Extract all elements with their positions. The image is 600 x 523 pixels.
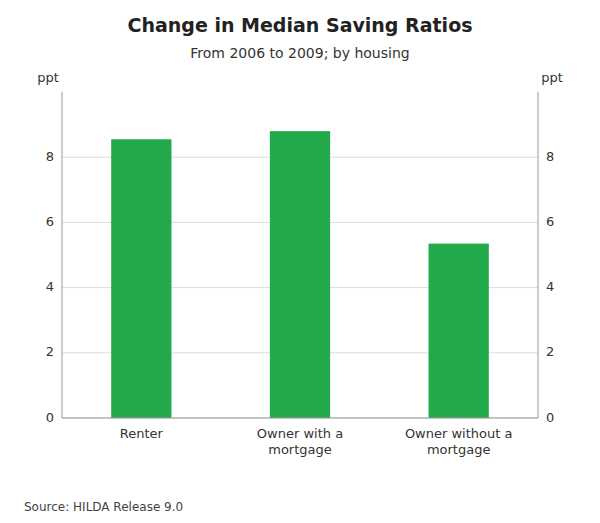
y2-tick-label: 4: [546, 279, 554, 294]
x-tick-label-line: Owner with a: [257, 426, 343, 441]
y-axis-label: ppt: [37, 70, 59, 85]
source: Source: HILDA Release 9.0: [24, 500, 183, 514]
y2-tick-label: 6: [546, 214, 554, 229]
bar: [270, 131, 330, 418]
x-tick-label: Owner without amortgage: [405, 426, 513, 457]
y2-axis-label: ppt: [541, 70, 563, 85]
grid-line: [62, 418, 538, 419]
chart-container: 0246802468RenterOwner with amortgageOwne…: [0, 0, 600, 523]
x-axis-line: [62, 418, 538, 419]
y-tick-label: 2: [46, 344, 54, 359]
x-tick-label-line: mortgage: [268, 442, 332, 457]
y2-axis-line: [538, 92, 539, 418]
bars: [111, 131, 489, 418]
x-tick-label: Owner with amortgage: [257, 426, 343, 457]
y2-tick-label: 0: [546, 410, 554, 425]
y-tick-label: 4: [46, 279, 54, 294]
subtitle: From 2006 to 2009; by housing: [190, 45, 409, 61]
y2-tick-label: 8: [546, 149, 554, 164]
y-tick-label: 0: [46, 410, 54, 425]
y2-tick-label: 2: [546, 344, 554, 359]
x-tick-label-line: mortgage: [427, 442, 491, 457]
background: [0, 0, 600, 523]
chart-svg: 0246802468RenterOwner with amortgageOwne…: [0, 0, 600, 523]
x-tick-label: Renter: [120, 426, 164, 441]
y-axis-line: [62, 92, 63, 418]
x-tick-label-line: Renter: [120, 426, 164, 441]
y-tick-label: 6: [46, 214, 54, 229]
bar: [111, 139, 171, 418]
y-tick-label: 8: [46, 149, 54, 164]
x-tick-label-line: Owner without a: [405, 426, 513, 441]
title: Change in Median Saving Ratios: [128, 14, 473, 36]
bar: [429, 244, 489, 418]
